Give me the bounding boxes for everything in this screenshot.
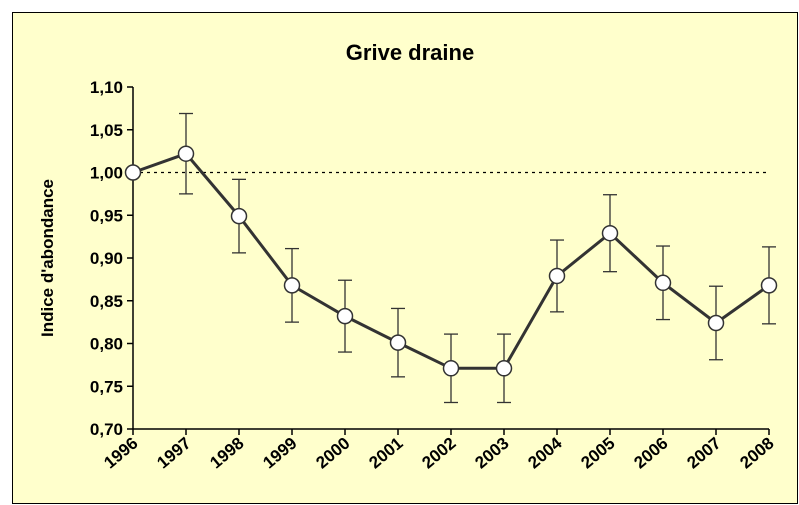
y-tick-label: 1,10 bbox=[90, 78, 123, 97]
point bbox=[654, 274, 672, 292]
point bbox=[601, 224, 619, 242]
y-axis-label: Indice d'abondance bbox=[38, 179, 57, 337]
y-tick-label: 1,05 bbox=[90, 121, 123, 140]
chart-background bbox=[12, 12, 798, 504]
point bbox=[389, 334, 407, 351]
point bbox=[707, 314, 725, 332]
chart-title: Grive draine bbox=[346, 40, 474, 65]
point bbox=[760, 277, 778, 294]
point bbox=[442, 360, 460, 377]
y-tick-label: 0,70 bbox=[90, 420, 123, 439]
point bbox=[177, 145, 195, 162]
point bbox=[495, 360, 513, 377]
point bbox=[124, 164, 142, 181]
y-tick-label: 0,80 bbox=[90, 335, 123, 354]
y-tick-label: 0,85 bbox=[90, 292, 123, 311]
y-tick-label: 0,95 bbox=[90, 206, 123, 225]
y-tick-label: 0,75 bbox=[90, 377, 123, 396]
y-tick-label: 0,90 bbox=[90, 249, 123, 268]
y-tick-label: 1,00 bbox=[90, 164, 123, 183]
point bbox=[230, 207, 248, 225]
point bbox=[336, 307, 354, 325]
point bbox=[548, 267, 566, 285]
point bbox=[283, 277, 301, 294]
